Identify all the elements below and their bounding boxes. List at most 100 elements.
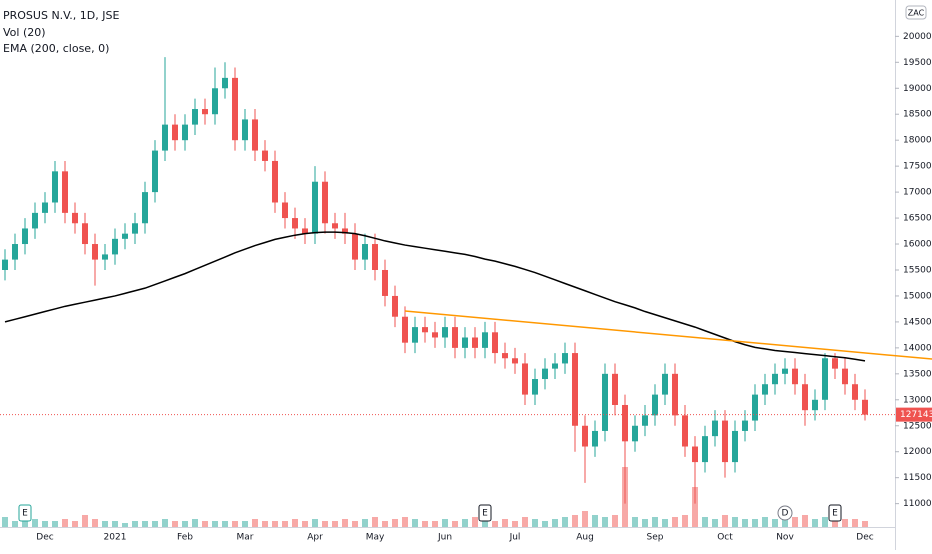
y-tick-label: 185000 [903, 110, 932, 120]
x-tick-label: Apr [307, 533, 323, 543]
candle-body [132, 223, 138, 234]
candle-body [52, 171, 58, 203]
candle-body [702, 436, 708, 463]
candle-body [532, 379, 538, 395]
y-tick-label: 120000 [903, 447, 932, 457]
candle-body [522, 363, 528, 395]
y-tick-label: 150000 [903, 291, 932, 301]
volume-bar [502, 519, 508, 527]
candle-body [542, 368, 548, 380]
candle-body [252, 119, 258, 151]
volume-bar [422, 521, 428, 527]
candle-body [822, 358, 828, 400]
candle-body [262, 150, 268, 161]
candle-body [812, 399, 818, 411]
candle-body [102, 254, 108, 260]
volume-bar [682, 515, 688, 527]
candle-body [862, 399, 868, 415]
candle-body [792, 368, 798, 385]
candle-body [382, 269, 388, 296]
candle-body [2, 259, 8, 270]
volume-bar [342, 519, 348, 527]
candle-body [232, 77, 238, 141]
volume-bar [772, 519, 778, 527]
volume-bar [432, 521, 438, 527]
y-tick-label: 200000 [903, 32, 932, 42]
x-tick-label: Mar [237, 533, 254, 543]
volume-bar [492, 521, 498, 527]
volume-bar [612, 515, 618, 527]
candle-body [602, 373, 608, 431]
volume-bar [102, 521, 108, 527]
volume-bar [382, 521, 388, 527]
candle-body [742, 420, 748, 431]
volume-bar [572, 515, 578, 527]
candle-body [642, 415, 648, 426]
volume-bar [332, 521, 338, 527]
volume-bar [372, 517, 378, 527]
volume-bar [782, 519, 788, 527]
currency-box [905, 5, 927, 20]
ema-line [4, 231, 866, 362]
volume-bar [2, 517, 8, 527]
y-tick-label: 160000 [903, 240, 932, 250]
volume-bar [402, 517, 408, 527]
candle-body [172, 124, 178, 141]
candle-body [692, 446, 698, 463]
volume-bar [322, 521, 328, 527]
event-marker [18, 504, 32, 522]
volume-bar [542, 521, 548, 527]
y-tick-label: 180000 [903, 136, 932, 146]
candle-body [112, 238, 118, 255]
candle-body [452, 327, 458, 348]
volume-bar [142, 521, 148, 527]
volume-bar [722, 515, 728, 527]
volume-bar [122, 523, 128, 527]
candle-body [432, 332, 438, 338]
y-tick-label: 135000 [903, 369, 932, 379]
event-marker [828, 504, 842, 522]
candle-body [92, 244, 98, 260]
candle-body [562, 353, 568, 364]
volume-bar [392, 519, 398, 527]
volume-bar [212, 521, 218, 527]
volume-bar [792, 517, 798, 527]
volume-bar [72, 521, 78, 527]
candle-body [672, 373, 678, 416]
candle-body [342, 228, 348, 234]
candle-body [412, 327, 418, 343]
volume-bar [172, 521, 178, 527]
candle-body [242, 119, 248, 141]
volume-bar [752, 519, 758, 527]
candle-body [282, 202, 288, 219]
candle-body [12, 244, 18, 260]
candle-body [512, 358, 518, 364]
volume-bar [482, 519, 488, 527]
y-tick-label: 170000 [903, 188, 932, 198]
y-tick-label: 115000 [903, 473, 932, 483]
volume-bar [302, 521, 308, 527]
candle-body [142, 192, 148, 224]
x-tick-label: Dec [36, 533, 53, 543]
indicator-label: Vol (20) [3, 26, 46, 39]
volume-bar [862, 521, 868, 527]
y-tick-label: 110000 [903, 499, 932, 509]
chart-title: PROSUS N.V., 1D, JSE [3, 9, 119, 22]
candle-body [402, 316, 408, 343]
volume-bar [442, 519, 448, 527]
candle-body [802, 384, 808, 411]
candle-body [752, 394, 758, 421]
candle-body [472, 337, 478, 348]
x-tick-label: Feb [177, 533, 193, 543]
volume-bar [842, 519, 848, 527]
volume-bar [242, 521, 248, 527]
volume-bar [732, 517, 738, 527]
candle-body [312, 181, 318, 234]
candle-body [392, 295, 398, 317]
event-marker [777, 505, 793, 521]
volume-bar [252, 519, 258, 527]
candle-body [182, 124, 188, 141]
event-label: E [832, 509, 838, 519]
candle-body [192, 109, 198, 125]
volume-bar [632, 517, 638, 527]
